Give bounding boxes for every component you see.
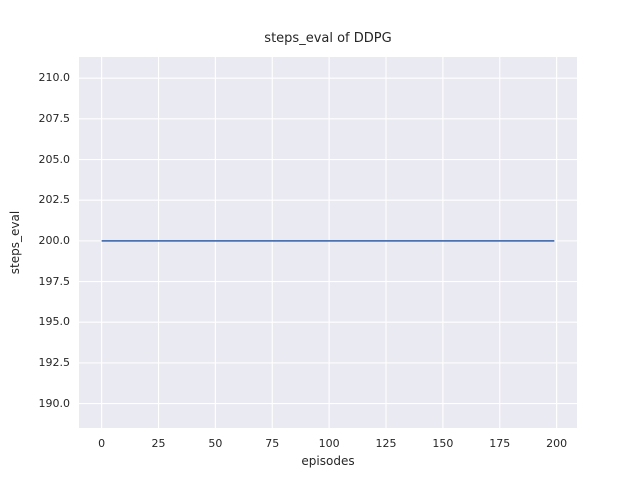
- x-tick-label: 200: [546, 437, 568, 450]
- y-tick-label: 197.5: [38, 274, 71, 288]
- chart-title: steps_eval of DDPG: [264, 31, 392, 46]
- y-tick-label: 210.0: [38, 71, 71, 85]
- x-tick-label: 50: [208, 437, 223, 450]
- plot-canvas: [79, 57, 577, 428]
- y-tick-label: 200.0: [38, 233, 71, 247]
- plot-area: [79, 57, 577, 428]
- y-tick-label: 205.0: [38, 152, 71, 166]
- y-tick-label: 202.5: [38, 193, 71, 207]
- x-axis-label: episodes: [301, 454, 355, 468]
- x-tick-label: 0: [98, 437, 106, 450]
- x-tick-label: 150: [432, 437, 454, 450]
- y-tick-label: 207.5: [38, 111, 71, 125]
- x-tick-label: 175: [489, 437, 511, 450]
- y-tick-label: 190.0: [38, 396, 71, 410]
- x-tick-label: 100: [318, 437, 340, 450]
- x-tick-label: 75: [265, 437, 280, 450]
- x-tick-label: 125: [375, 437, 397, 450]
- x-tick-label: 25: [151, 437, 166, 450]
- y-tick-label: 195.0: [38, 315, 71, 329]
- y-tick-label: 192.5: [38, 355, 71, 369]
